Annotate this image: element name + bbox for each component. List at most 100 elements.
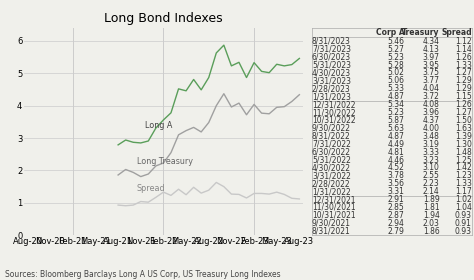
Text: 5/31/2022: 5/31/2022 — [312, 155, 351, 165]
Text: 5.23: 5.23 — [388, 53, 405, 62]
Text: 1.29: 1.29 — [455, 84, 472, 93]
Text: 1.04: 1.04 — [455, 203, 472, 212]
Text: 3.56: 3.56 — [388, 179, 405, 188]
Text: 2/28/2023: 2/28/2023 — [312, 84, 351, 93]
Text: 7/31/2022: 7/31/2022 — [312, 140, 351, 149]
Text: 3.19: 3.19 — [423, 140, 440, 149]
Text: 1.14: 1.14 — [455, 45, 472, 54]
Text: 1.27: 1.27 — [455, 68, 472, 78]
Text: 1.30: 1.30 — [455, 140, 472, 149]
Text: 3.77: 3.77 — [423, 76, 440, 85]
Text: 9/30/2021: 9/30/2021 — [312, 219, 351, 228]
Text: 3.72: 3.72 — [423, 92, 440, 101]
Text: 12/31/2021: 12/31/2021 — [312, 195, 356, 204]
Text: 1.25: 1.25 — [455, 155, 472, 165]
Text: 5.06: 5.06 — [388, 76, 405, 85]
Text: 1.48: 1.48 — [455, 148, 472, 157]
Text: 2.55: 2.55 — [423, 171, 440, 180]
Text: Spread: Spread — [441, 28, 472, 37]
Text: 1.12: 1.12 — [455, 37, 472, 46]
Text: 5.33: 5.33 — [388, 84, 405, 93]
Text: 2.94: 2.94 — [388, 219, 405, 228]
Text: 3.31: 3.31 — [388, 187, 405, 196]
Text: 2.79: 2.79 — [388, 227, 405, 236]
Text: 3.95: 3.95 — [423, 60, 440, 69]
Text: 4.52: 4.52 — [388, 164, 405, 172]
Text: 1.29: 1.29 — [455, 76, 472, 85]
Text: 2/28/2022: 2/28/2022 — [312, 179, 351, 188]
Text: 3/31/2022: 3/31/2022 — [312, 171, 351, 180]
Text: 0.91: 0.91 — [455, 219, 472, 228]
Text: 1.42: 1.42 — [455, 164, 472, 172]
Text: 4.34: 4.34 — [423, 37, 440, 46]
Text: 4.37: 4.37 — [423, 116, 440, 125]
Text: 4/30/2023: 4/30/2023 — [312, 68, 351, 78]
Text: 1.15: 1.15 — [455, 92, 472, 101]
Text: 5.02: 5.02 — [388, 68, 405, 78]
Text: 1.63: 1.63 — [455, 124, 472, 133]
Text: 1.89: 1.89 — [423, 195, 440, 204]
Text: 4.04: 4.04 — [423, 84, 440, 93]
Text: 3.78: 3.78 — [388, 171, 405, 180]
Text: 2.03: 2.03 — [423, 219, 440, 228]
Text: 6/30/2023: 6/30/2023 — [312, 53, 351, 62]
Text: 5.46: 5.46 — [388, 37, 405, 46]
Text: 6/30/2022: 6/30/2022 — [312, 148, 351, 157]
Text: Sources: Bloomberg Barclays Long A US Corp, US Treasury Long Indexes: Sources: Bloomberg Barclays Long A US Co… — [5, 270, 280, 279]
Text: 5.34: 5.34 — [388, 100, 405, 109]
Text: 3.23: 3.23 — [423, 155, 440, 165]
Text: Corp A: Corp A — [376, 28, 405, 37]
Text: 0.93: 0.93 — [455, 211, 472, 220]
Text: 7/31/2023: 7/31/2023 — [312, 45, 351, 54]
Text: 1.50: 1.50 — [455, 116, 472, 125]
Text: 3.10: 3.10 — [423, 164, 440, 172]
Text: 4.49: 4.49 — [388, 140, 405, 149]
Text: 3.48: 3.48 — [423, 132, 440, 141]
Text: 1.02: 1.02 — [455, 195, 472, 204]
Text: 1.23: 1.23 — [455, 171, 472, 180]
Text: 3.97: 3.97 — [423, 53, 440, 62]
Text: 3/31/2023: 3/31/2023 — [312, 76, 351, 85]
Text: 3.75: 3.75 — [423, 68, 440, 78]
Text: 12/31/2022: 12/31/2022 — [312, 100, 356, 109]
Text: Long Treasury: Long Treasury — [137, 157, 193, 166]
Title: Long Bond Indexes: Long Bond Indexes — [104, 12, 223, 25]
Text: 4/30/2022: 4/30/2022 — [312, 164, 351, 172]
Text: 5.23: 5.23 — [388, 108, 405, 117]
Text: 4.87: 4.87 — [388, 132, 405, 141]
Text: 9/30/2022: 9/30/2022 — [312, 124, 351, 133]
Text: 5.63: 5.63 — [388, 124, 405, 133]
Text: 1.26: 1.26 — [455, 53, 472, 62]
Text: 1.17: 1.17 — [455, 187, 472, 196]
Text: 1.81: 1.81 — [423, 203, 440, 212]
Text: 2.87: 2.87 — [388, 211, 405, 220]
Text: 0.93: 0.93 — [455, 227, 472, 236]
Text: 1.26: 1.26 — [455, 100, 472, 109]
Text: 1.86: 1.86 — [423, 227, 440, 236]
Text: 4.81: 4.81 — [388, 148, 405, 157]
Text: 3.33: 3.33 — [423, 148, 440, 157]
Text: 1/31/2022: 1/31/2022 — [312, 187, 351, 196]
Text: 4.46: 4.46 — [388, 155, 405, 165]
Text: Spread: Spread — [137, 185, 165, 193]
Text: 2.14: 2.14 — [423, 187, 440, 196]
Text: 11/30/2021: 11/30/2021 — [312, 203, 356, 212]
Text: 8/31/2023: 8/31/2023 — [312, 37, 351, 46]
Text: 11/30/2022: 11/30/2022 — [312, 108, 356, 117]
Text: 10/31/2022: 10/31/2022 — [312, 116, 356, 125]
Text: 1.33: 1.33 — [455, 179, 472, 188]
Text: 1.27: 1.27 — [455, 108, 472, 117]
Text: 4.00: 4.00 — [423, 124, 440, 133]
Text: 8/31/2022: 8/31/2022 — [312, 132, 351, 141]
Text: 2.85: 2.85 — [388, 203, 405, 212]
Text: 2.23: 2.23 — [423, 179, 440, 188]
Text: 10/31/2021: 10/31/2021 — [312, 211, 356, 220]
Text: 4.87: 4.87 — [388, 92, 405, 101]
Text: 3.96: 3.96 — [423, 108, 440, 117]
Text: 5.27: 5.27 — [388, 45, 405, 54]
Text: 5.87: 5.87 — [388, 116, 405, 125]
Text: 2.91: 2.91 — [388, 195, 405, 204]
Text: 5/31/2023: 5/31/2023 — [312, 60, 351, 69]
Text: 4.13: 4.13 — [423, 45, 440, 54]
Text: 8/31/2021: 8/31/2021 — [312, 227, 351, 236]
